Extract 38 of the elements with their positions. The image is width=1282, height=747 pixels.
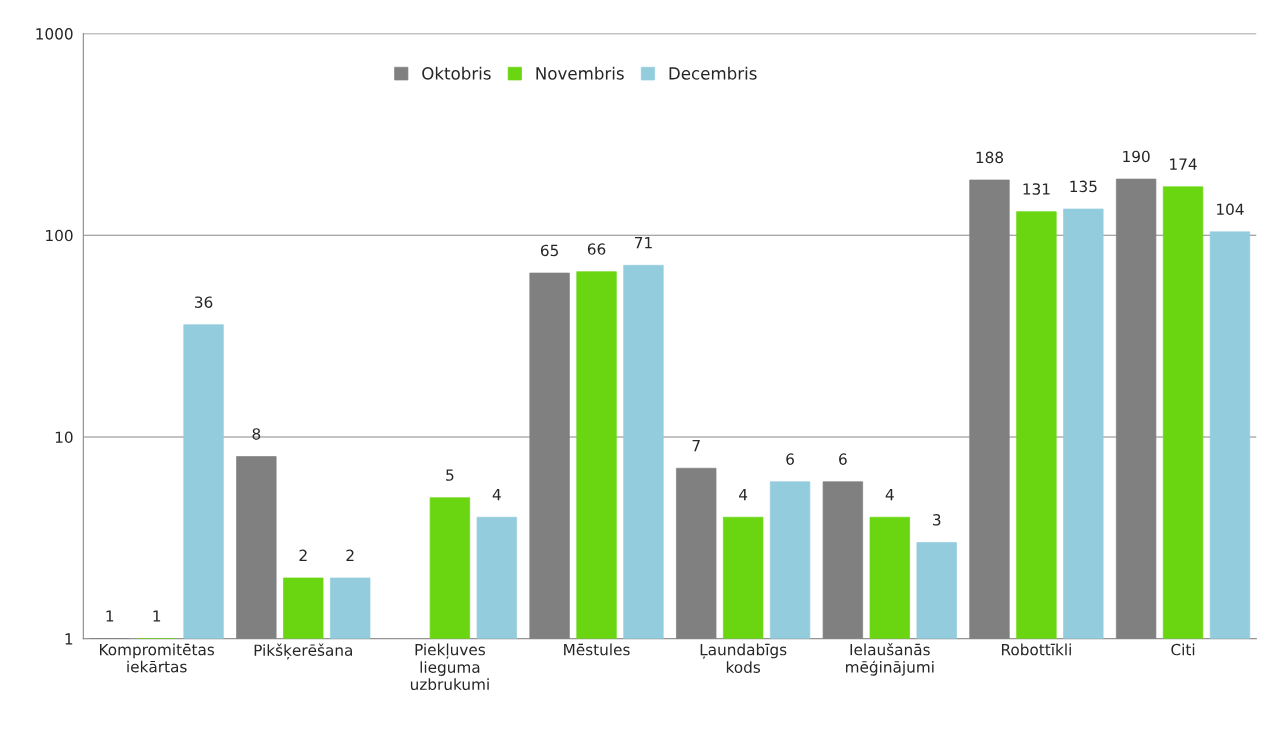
data-label: 188	[976, 151, 1004, 164]
x-tick-label: Kompromitētas iekārtas	[100, 643, 215, 673]
x-tick-label: Pikšķerēšana	[254, 643, 352, 660]
data-label: 71	[634, 237, 652, 249]
data-label: 7	[692, 440, 700, 452]
data-label: 5	[446, 469, 454, 481]
x-tick-label: Piekļuves lieguma uzbrukumi	[410, 643, 489, 691]
data-label: 2	[299, 549, 307, 561]
x-tick-label: Ielaušanās mēģinājumi	[846, 642, 934, 676]
data-label: 65	[540, 244, 558, 257]
x-tick-label: Mēstules	[564, 643, 630, 656]
data-label: 1	[106, 610, 114, 622]
legend-label: Oktobris	[422, 66, 491, 80]
y-tick-label: 1000	[36, 28, 73, 40]
data-label: 4	[885, 489, 894, 501]
data-label: 2	[346, 549, 354, 561]
data-label: 104	[1217, 203, 1244, 216]
data-label: 190	[1123, 150, 1150, 163]
data-label: 131	[1023, 183, 1050, 195]
x-tick-label: Ļaundabīgs kods	[700, 643, 787, 673]
data-label: 1	[153, 610, 161, 622]
data-label: 4	[739, 489, 748, 501]
legend-label: Decembris	[669, 66, 757, 80]
data-label: 8	[252, 428, 261, 440]
y-tick-label: 1	[65, 633, 73, 645]
y-tick-label: 100	[46, 229, 73, 242]
legend-label: Novembris	[536, 66, 624, 80]
x-tick-label: Citi	[1171, 643, 1195, 656]
x-tick-label: Robottīkli	[1001, 643, 1071, 656]
data-label: 66	[587, 243, 606, 255]
data-label: 4	[492, 489, 501, 501]
data-label: 135	[1070, 180, 1097, 193]
data-label: 174	[1170, 158, 1197, 170]
data-label: 6	[786, 453, 794, 465]
data-label: 6	[839, 453, 847, 465]
y-tick-label: 10	[55, 431, 73, 444]
data-label: 36	[195, 296, 213, 308]
data-label: 3	[933, 514, 941, 526]
